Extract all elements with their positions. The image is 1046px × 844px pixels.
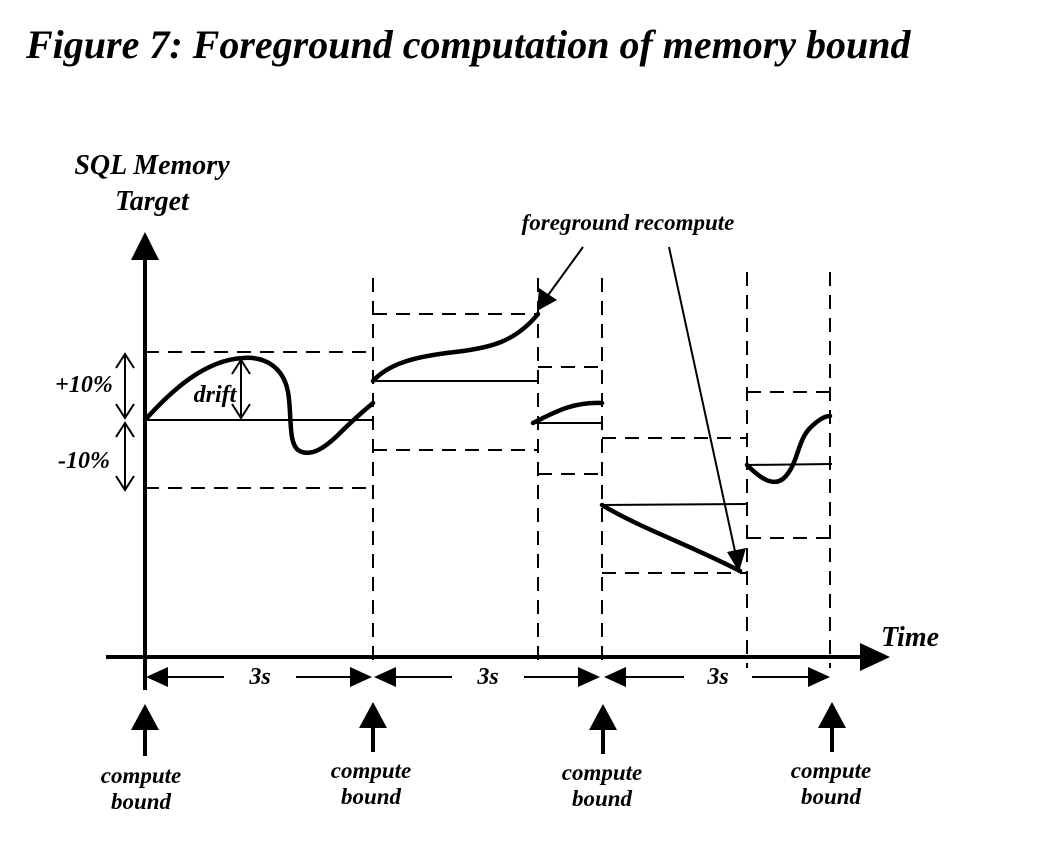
minus-ten-percent-arrow — [115, 421, 135, 492]
segment-1 — [142, 351, 376, 489]
figure-title: Figure 7: Foreground computation of memo… — [25, 22, 912, 67]
minus-ten-percent-label: -10% — [58, 448, 110, 474]
drift-label: drift — [194, 382, 238, 408]
foreground-recompute-label: foreground recompute — [522, 210, 735, 235]
event-label-4-line1: compute — [791, 758, 872, 783]
y-axis — [131, 232, 159, 690]
y-axis-label-line2: Target — [115, 186, 190, 217]
interval-arrow-3 — [604, 667, 830, 687]
callout-pointer-left — [537, 246, 584, 311]
event-arrow-4 — [818, 702, 846, 752]
interval-label-1: 3s — [248, 664, 270, 690]
callout-pointer-right — [668, 246, 746, 572]
event-label-3-line2: bound — [572, 786, 633, 811]
memory-curve — [744, 413, 833, 484]
interval-label-3: 3s — [706, 664, 728, 690]
memory-curve — [142, 355, 376, 456]
segment-4 — [599, 437, 748, 574]
segment-5 — [744, 391, 833, 539]
interval-arrow-2 — [374, 667, 600, 687]
event-label-1-line1: compute — [101, 763, 182, 788]
segment-2 — [370, 311, 541, 451]
y-axis-label-line1: SQL Memory — [74, 150, 230, 181]
interval-arrow-1 — [146, 667, 372, 687]
event-label-4-line2: bound — [801, 784, 862, 809]
memory-curve — [370, 311, 541, 384]
plus-ten-percent-label: +10% — [55, 372, 113, 398]
interval-dividers — [372, 272, 831, 668]
event-arrow-1 — [131, 704, 159, 756]
x-axis — [106, 643, 890, 671]
event-label-2-line2: bound — [341, 784, 402, 809]
event-label-2-line1: compute — [331, 758, 412, 783]
interval-label-2: 3s — [476, 664, 498, 690]
memory-curve — [530, 400, 605, 426]
event-arrow-3 — [589, 704, 617, 754]
target-baseline — [601, 503, 748, 506]
memory-curve — [599, 502, 743, 574]
event-label-1-line2: bound — [111, 789, 172, 814]
x-axis-label: Time — [881, 622, 939, 653]
plus-ten-percent-arrow — [115, 352, 135, 420]
segment-3 — [530, 366, 605, 475]
event-label-3-line1: compute — [562, 760, 643, 785]
event-arrow-2 — [359, 702, 387, 752]
target-baseline — [746, 463, 833, 466]
drift-arrow — [231, 358, 251, 420]
